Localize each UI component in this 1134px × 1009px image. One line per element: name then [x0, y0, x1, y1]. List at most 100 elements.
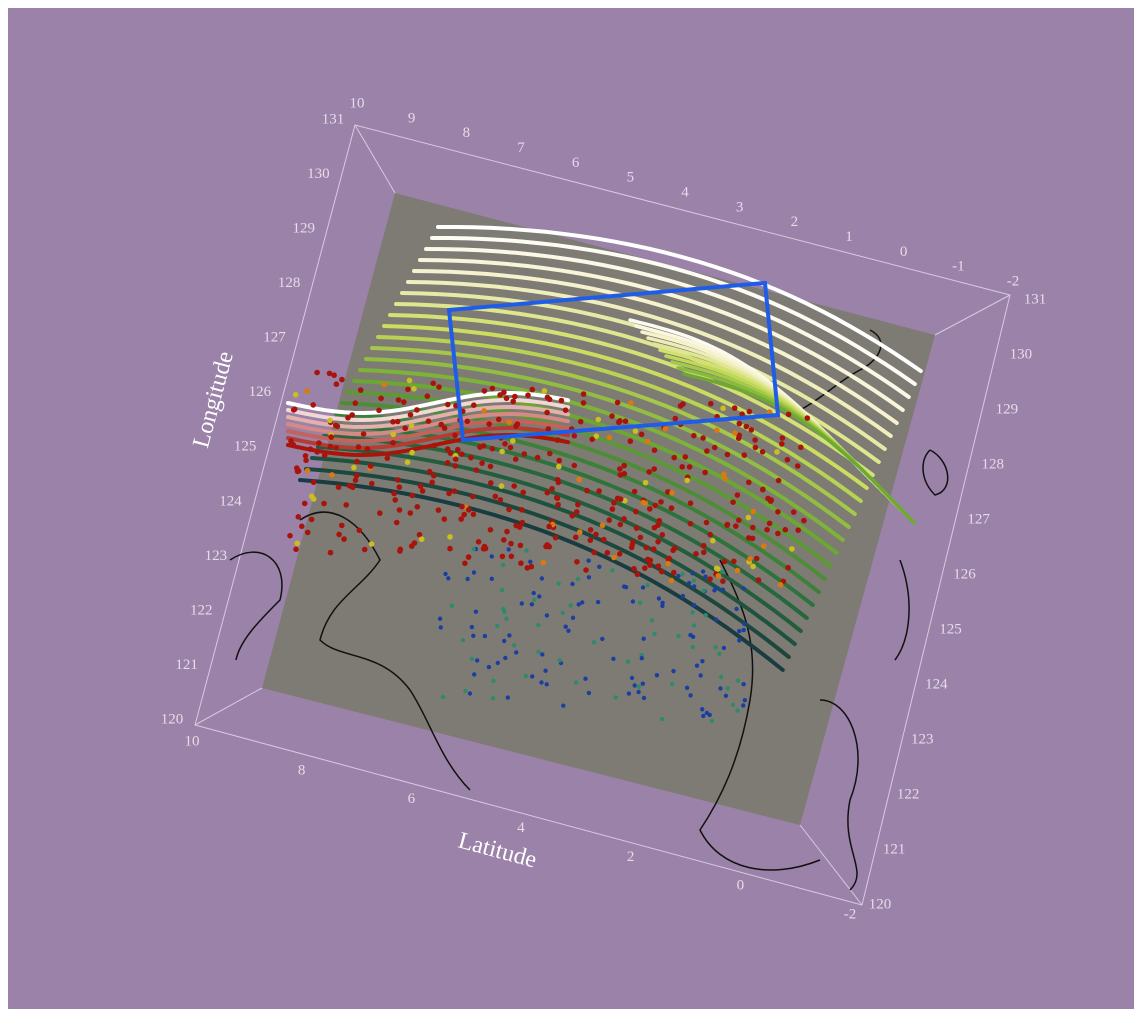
tick-label: 3 [736, 199, 744, 215]
event-point [779, 441, 785, 447]
event-point [466, 507, 472, 513]
event-point [681, 594, 685, 598]
event-point [687, 464, 693, 470]
event-point [544, 410, 550, 416]
tick-label: 125 [939, 621, 962, 637]
event-point [405, 459, 411, 465]
event-point [396, 397, 402, 403]
event-point [390, 440, 396, 446]
tick-label: 129 [292, 221, 315, 237]
event-point [546, 426, 552, 432]
event-point [605, 550, 611, 556]
event-point [750, 536, 756, 542]
event-point [576, 577, 580, 581]
event-point [502, 610, 506, 614]
event-point [443, 572, 447, 576]
event-point [554, 495, 560, 501]
event-point [455, 447, 461, 453]
event-point [577, 529, 583, 535]
event-point [584, 488, 590, 494]
event-point [471, 547, 475, 551]
event-point [412, 540, 418, 546]
event-point [513, 456, 519, 462]
event-point [510, 399, 516, 405]
event-point [520, 601, 524, 605]
event-point [430, 381, 436, 387]
event-point [365, 446, 371, 452]
event-point [737, 421, 743, 427]
tick-label: 131 [1024, 291, 1047, 307]
event-point [501, 390, 507, 396]
event-point [441, 695, 445, 699]
event-point [475, 658, 479, 662]
event-point [504, 529, 510, 535]
event-point [736, 517, 742, 523]
event-point [518, 560, 524, 566]
event-point [692, 623, 696, 627]
event-point [601, 537, 607, 543]
event-point [692, 584, 696, 588]
event-point [607, 435, 613, 441]
event-point [561, 704, 565, 708]
event-point [304, 388, 310, 394]
event-point [623, 418, 629, 424]
event-point [720, 570, 724, 574]
event-point [361, 431, 367, 437]
event-point [701, 543, 707, 549]
event-point [627, 691, 631, 695]
event-point [559, 398, 565, 404]
event-point [611, 555, 617, 561]
event-point [429, 480, 435, 486]
event-point [651, 546, 657, 552]
event-point [425, 393, 431, 399]
event-point [638, 601, 642, 605]
event-point [397, 507, 403, 513]
event-point [701, 714, 705, 718]
event-point [299, 524, 305, 530]
event-point [783, 527, 789, 533]
event-point [308, 446, 314, 452]
event-point [305, 468, 311, 474]
event-point [751, 509, 757, 515]
event-point [381, 382, 387, 388]
event-point [583, 567, 589, 573]
event-point [624, 585, 628, 589]
event-point [600, 523, 606, 529]
event-point [720, 406, 726, 412]
event-point [310, 402, 316, 408]
event-point [669, 578, 675, 584]
tick-label: 131 [322, 111, 345, 127]
event-point [392, 497, 398, 503]
event-point [532, 591, 536, 595]
event-point [553, 535, 559, 541]
event-point [712, 588, 716, 592]
event-point [490, 577, 494, 581]
event-point [647, 506, 653, 512]
event-point [634, 525, 640, 531]
event-point [453, 456, 459, 462]
event-point [385, 455, 391, 461]
event-point [420, 488, 426, 494]
event-point [555, 477, 561, 483]
event-point [643, 480, 649, 486]
event-point [801, 518, 807, 524]
event-point [296, 514, 302, 520]
event-point [610, 506, 616, 512]
event-point [676, 634, 680, 638]
event-point [530, 674, 534, 678]
event-point [547, 451, 553, 457]
event-point [756, 577, 762, 583]
event-point [528, 560, 532, 564]
event-point [637, 685, 641, 689]
event-point [704, 613, 708, 617]
event-point [587, 575, 591, 579]
event-point [445, 402, 451, 408]
event-point [343, 502, 349, 508]
event-point [732, 405, 738, 411]
event-point [378, 396, 384, 402]
event-point [540, 576, 544, 580]
event-point [583, 677, 587, 681]
event-point [658, 499, 664, 505]
event-point [408, 412, 414, 418]
event-point [633, 683, 637, 687]
